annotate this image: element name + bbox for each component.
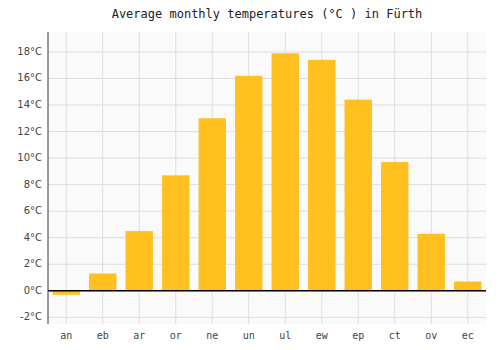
x-tick-label: ar bbox=[133, 330, 145, 341]
y-grid-line bbox=[48, 158, 486, 159]
y-grid-line bbox=[48, 317, 486, 318]
bar bbox=[89, 274, 116, 291]
x-grid-line bbox=[467, 32, 468, 324]
x-tick-label: ul bbox=[279, 330, 291, 341]
y-tick-label: 16°C bbox=[17, 72, 42, 83]
x-tick-label: ew bbox=[316, 330, 329, 341]
x-tick-label: ec bbox=[462, 330, 474, 341]
y-grid-line bbox=[48, 131, 486, 132]
y-tick-label: 2°C bbox=[24, 258, 42, 269]
bar bbox=[272, 53, 299, 291]
x-tick-label: ct bbox=[389, 330, 401, 341]
bar bbox=[235, 76, 262, 291]
bar bbox=[454, 282, 481, 291]
bar bbox=[162, 175, 189, 290]
y-grid-line bbox=[48, 211, 486, 212]
bar bbox=[418, 234, 445, 291]
y-tick-label: -2°C bbox=[20, 311, 42, 322]
x-tick-label: ne bbox=[206, 330, 218, 341]
bars bbox=[53, 53, 482, 295]
x-tick-label: or bbox=[170, 330, 182, 341]
plot-background bbox=[48, 32, 486, 324]
bar bbox=[126, 231, 153, 291]
bar bbox=[345, 100, 372, 291]
y-tick-label: 6°C bbox=[24, 205, 42, 216]
y-axis-line bbox=[48, 32, 49, 324]
bar bbox=[199, 118, 226, 291]
bar bbox=[308, 60, 335, 291]
chart-container: -2°C 0°C 2°C 4°C 6°C 8°C 10°C 12°C 14°C 16°C 18°C a… bbox=[0, 0, 500, 350]
y-tick-label: 12°C bbox=[17, 126, 42, 137]
y-grid-line bbox=[48, 78, 486, 79]
bar bbox=[381, 162, 408, 291]
y-grid-line bbox=[48, 51, 486, 52]
y-grid-line bbox=[48, 290, 486, 291]
y-tick-label: 0°C bbox=[24, 285, 42, 296]
axes: -2°C 0°C 2°C 4°C 6°C 8°C 10°C 12°C 14°C 16°C 18°C a… bbox=[17, 46, 473, 341]
x-tick-label: ov bbox=[425, 330, 437, 341]
x-tick-label: eb bbox=[97, 330, 109, 341]
zero-line bbox=[48, 290, 486, 292]
chart-title: Average monthly temperatures (°C ) in Fü… bbox=[112, 7, 423, 21]
y-grid-line bbox=[48, 184, 486, 185]
y-tick-label: 10°C bbox=[17, 152, 42, 163]
chart-svg: -2°C 0°C 2°C 4°C 6°C 8°C 10°C 12°C 14°C 16°C 18°C a… bbox=[0, 0, 500, 350]
x-grid-line bbox=[66, 32, 67, 324]
y-tick-label: 14°C bbox=[17, 99, 42, 110]
x-tick-label: un bbox=[243, 330, 255, 341]
x-tick-label: an bbox=[60, 330, 72, 341]
y-tick-label: 8°C bbox=[24, 179, 42, 190]
y-grid-line bbox=[48, 105, 486, 106]
y-tick-label: 4°C bbox=[24, 232, 42, 243]
grid bbox=[48, 32, 486, 324]
x-tick-label: ep bbox=[352, 330, 364, 341]
y-tick-label: 18°C bbox=[17, 46, 42, 57]
